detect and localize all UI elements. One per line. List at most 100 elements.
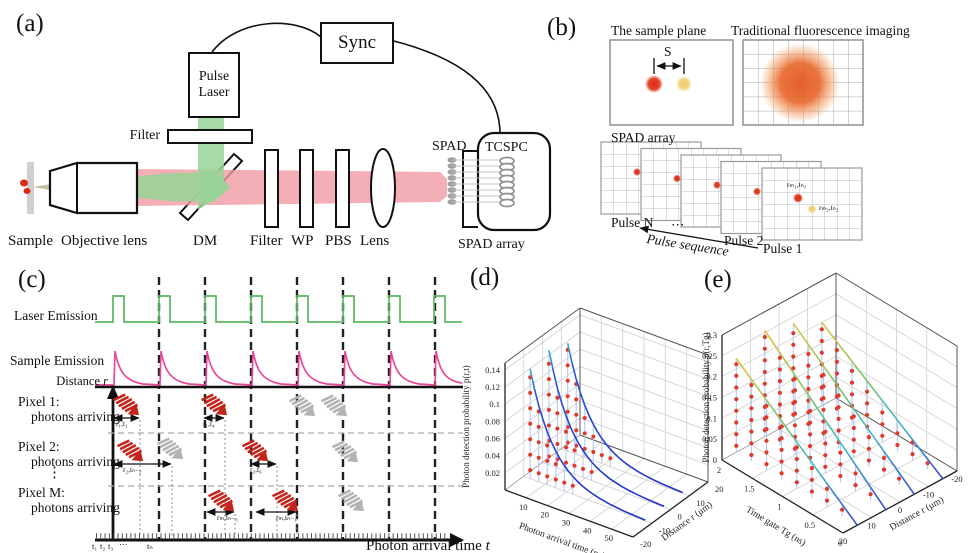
sample-slide [27,162,34,214]
sample-label: Sample [8,233,53,249]
svg-text:0: 0 [898,505,902,515]
svg-text:10: 10 [867,521,876,531]
pulse-ellipsis: ⋯ [671,217,685,232]
time-axis-title: Photon arrival time t [366,538,490,553]
dm-label: DM [193,233,218,249]
pbs-label: PBS [325,233,352,249]
sample-specimen [20,179,28,187]
annotation-r1t1: r₁,t₁ [116,419,128,428]
sample-plane-box [609,39,734,126]
spad-label: SPAD [432,139,467,154]
emitter-red-dot [645,75,663,93]
time-tick-tn: tₙ [147,541,153,551]
pulse-2-label: Pulse 2 [724,233,764,248]
focusing-lens [370,148,396,228]
pixelM-sublabel: photons arriving [31,500,120,515]
chart-3d-arrival-time-probability: 0.020.040.060.080.10.120.141020304050-20… [461,307,724,553]
pixel1-label: Pixel 1: [18,394,60,409]
svg-text:0.1: 0.1 [489,399,500,409]
panel-c-label: (c) [18,266,46,293]
filter-label: Filter [250,233,283,249]
svg-text:20: 20 [540,510,549,520]
pixel-vertical-ellipsis: ⋮ [47,465,62,481]
distance-axis-label: Distance r [56,374,108,388]
filter-top-label: Filter [129,128,160,143]
sample-emission-label: Sample Emission [10,353,105,368]
svg-text:-10: -10 [659,525,670,535]
svg-text:0.06: 0.06 [485,434,500,444]
sample-plane-title: The sample plane [611,23,707,38]
objective-lens-label: Objective lens [61,233,148,249]
pulse-1-label: Pulse 1 [763,241,803,256]
pixel1-sublabel: photons arriving [31,409,120,424]
svg-text:-10: -10 [923,490,934,500]
panel-b-imaging-schematic [600,39,864,249]
wp-label: WP [291,233,314,249]
fluorescence-decay-train [95,350,463,386]
svg-text:0.2: 0.2 [706,372,717,382]
svg-text:40: 40 [583,525,592,535]
photon-wavepacket-icons [111,389,371,518]
svg-text:0.02: 0.02 [485,468,500,478]
pixel2-sublabel: photons arriving [31,454,120,469]
svg-text:0.25: 0.25 [702,351,717,361]
annotation-r2tn2: r₂,tₙ₋₂ [123,465,142,474]
spad-array-title: SPAD array [611,130,676,145]
lens-label: Lens [360,233,390,249]
annotation-r2t6: r₂,t₆ [250,465,262,474]
svg-text:Photon detection probability p: Photon detection probability p(r,Tg) [701,332,711,462]
tcspc-label: TCSPC [485,140,528,155]
svg-text:0: 0 [678,512,682,522]
sync-cable-right [389,39,501,133]
laser-emission-label: Laser Emission [14,308,98,323]
svg-text:10: 10 [519,502,528,512]
traditional-imaging-box [742,39,864,126]
svg-text:0.15: 0.15 [702,393,717,403]
spad-frame-stack [600,141,863,241]
panel-b-label: (b) [547,14,577,41]
svg-text:20: 20 [715,484,724,494]
arrival-time-guides [139,420,298,537]
arrival-measure-arrows [113,414,297,516]
svg-text:30: 30 [562,518,571,528]
svg-text:10: 10 [696,498,705,508]
pulse-n-label: Pulse N [611,215,654,230]
pixel2-label: Pixel 2: [18,439,60,454]
svg-text:Time gate Tg (ns): Time gate Tg (ns) [744,504,808,548]
svg-text:50: 50 [604,533,613,543]
panel-e-label: (e) [704,266,732,293]
svg-text:0.05: 0.05 [702,434,717,444]
svg-text:Photon detection probability p: Photon detection probability p(r,t) [461,365,471,488]
emission-filter [264,149,279,228]
svg-text:0.12: 0.12 [485,382,500,392]
spad-array-label: SPAD array [458,237,525,252]
sync-cable-left [211,22,322,53]
svg-text:0.08: 0.08 [485,416,500,426]
time-tick-t3: t₃ [108,541,114,551]
svg-text:1.5: 1.5 [744,483,755,493]
objective-lens-shape [48,161,139,215]
svg-text:-20: -20 [640,539,651,549]
tcspc-module [476,131,552,232]
laser-pulse-train [95,295,462,323]
pixelM-label: Pixel M: [18,485,65,500]
annotation-r1t4: r₁,t₄ [203,419,215,428]
annotation-rmtn1: rₘ,tₙ₋₁ [276,513,297,522]
svg-text:0.14: 0.14 [485,365,501,375]
distance-axis-arrowhead [107,385,119,399]
photon-coordinate-label-1: rₘ₁,tₙ₁ [787,180,807,189]
photon-coordinate-label-2: rₘ₂,tₙ₂ [819,203,839,212]
pulse-laser-box: Pulse Laser [188,52,240,118]
time-tick-ellipsis: ⋯ [119,539,128,549]
polarizing-beam-splitter [335,149,350,228]
excitation-filter [167,129,253,144]
annotation-rmtn3: rₘ,tₙ₋₃ [217,513,238,522]
svg-text:0.5: 0.5 [804,520,815,530]
panel-a-label: (a) [16,10,44,37]
svg-text:0.1: 0.1 [706,413,717,423]
svg-text:0: 0 [713,455,717,465]
spad-chip-bracket [462,150,478,228]
panel-c-timing-diagram [95,277,464,547]
